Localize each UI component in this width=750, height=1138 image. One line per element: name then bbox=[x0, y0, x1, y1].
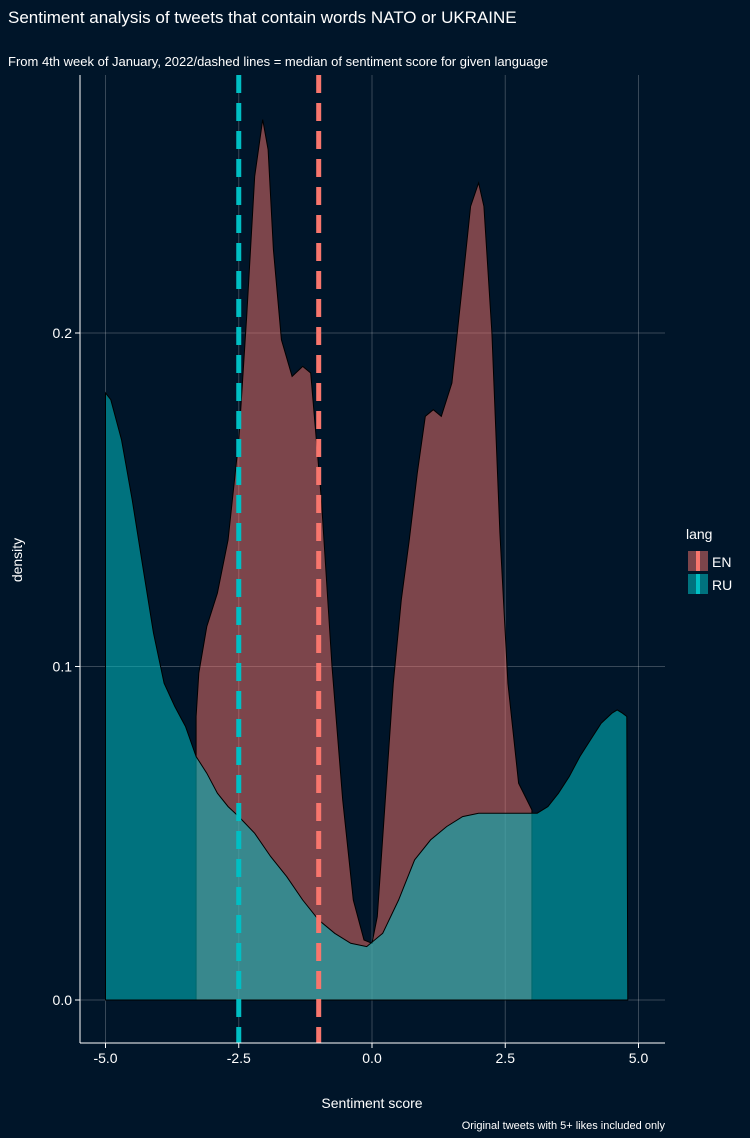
x-tick-label: 2.5 bbox=[496, 1050, 516, 1066]
axes: -5.0 -2.5 0.0 2.5 5.0 0.0 0.1 0.2 bbox=[53, 75, 665, 1066]
legend-item-en: EN bbox=[688, 551, 731, 571]
x-axis-label: Sentiment score bbox=[321, 1095, 422, 1111]
chart-subtitle: From 4th week of January, 2022/dashed li… bbox=[8, 54, 548, 69]
legend-title: lang bbox=[686, 526, 712, 542]
y-tick-label: 0.0 bbox=[53, 992, 73, 1008]
legend-label-en: EN bbox=[712, 554, 731, 570]
median-lines bbox=[236, 75, 322, 1043]
x-tick-label: 0.0 bbox=[362, 1050, 382, 1066]
chart-caption: Original tweets with 5+ likes included o… bbox=[462, 1120, 666, 1132]
x-tick-label: -5.0 bbox=[93, 1050, 117, 1066]
x-tick-label: 5.0 bbox=[629, 1050, 649, 1066]
y-axis-label: density bbox=[9, 538, 25, 582]
y-tick-label: 0.1 bbox=[53, 659, 73, 675]
legend-item-ru: RU bbox=[688, 574, 732, 594]
density-areas bbox=[105, 119, 629, 1001]
legend: lang EN RU bbox=[686, 526, 732, 594]
legend-label-ru: RU bbox=[712, 577, 732, 593]
density-area-ru bbox=[105, 391, 629, 1001]
x-tick-label: -2.5 bbox=[227, 1050, 251, 1066]
chart-title: Sentiment analysis of tweets that contai… bbox=[8, 8, 517, 27]
y-tick-label: 0.2 bbox=[53, 325, 73, 341]
